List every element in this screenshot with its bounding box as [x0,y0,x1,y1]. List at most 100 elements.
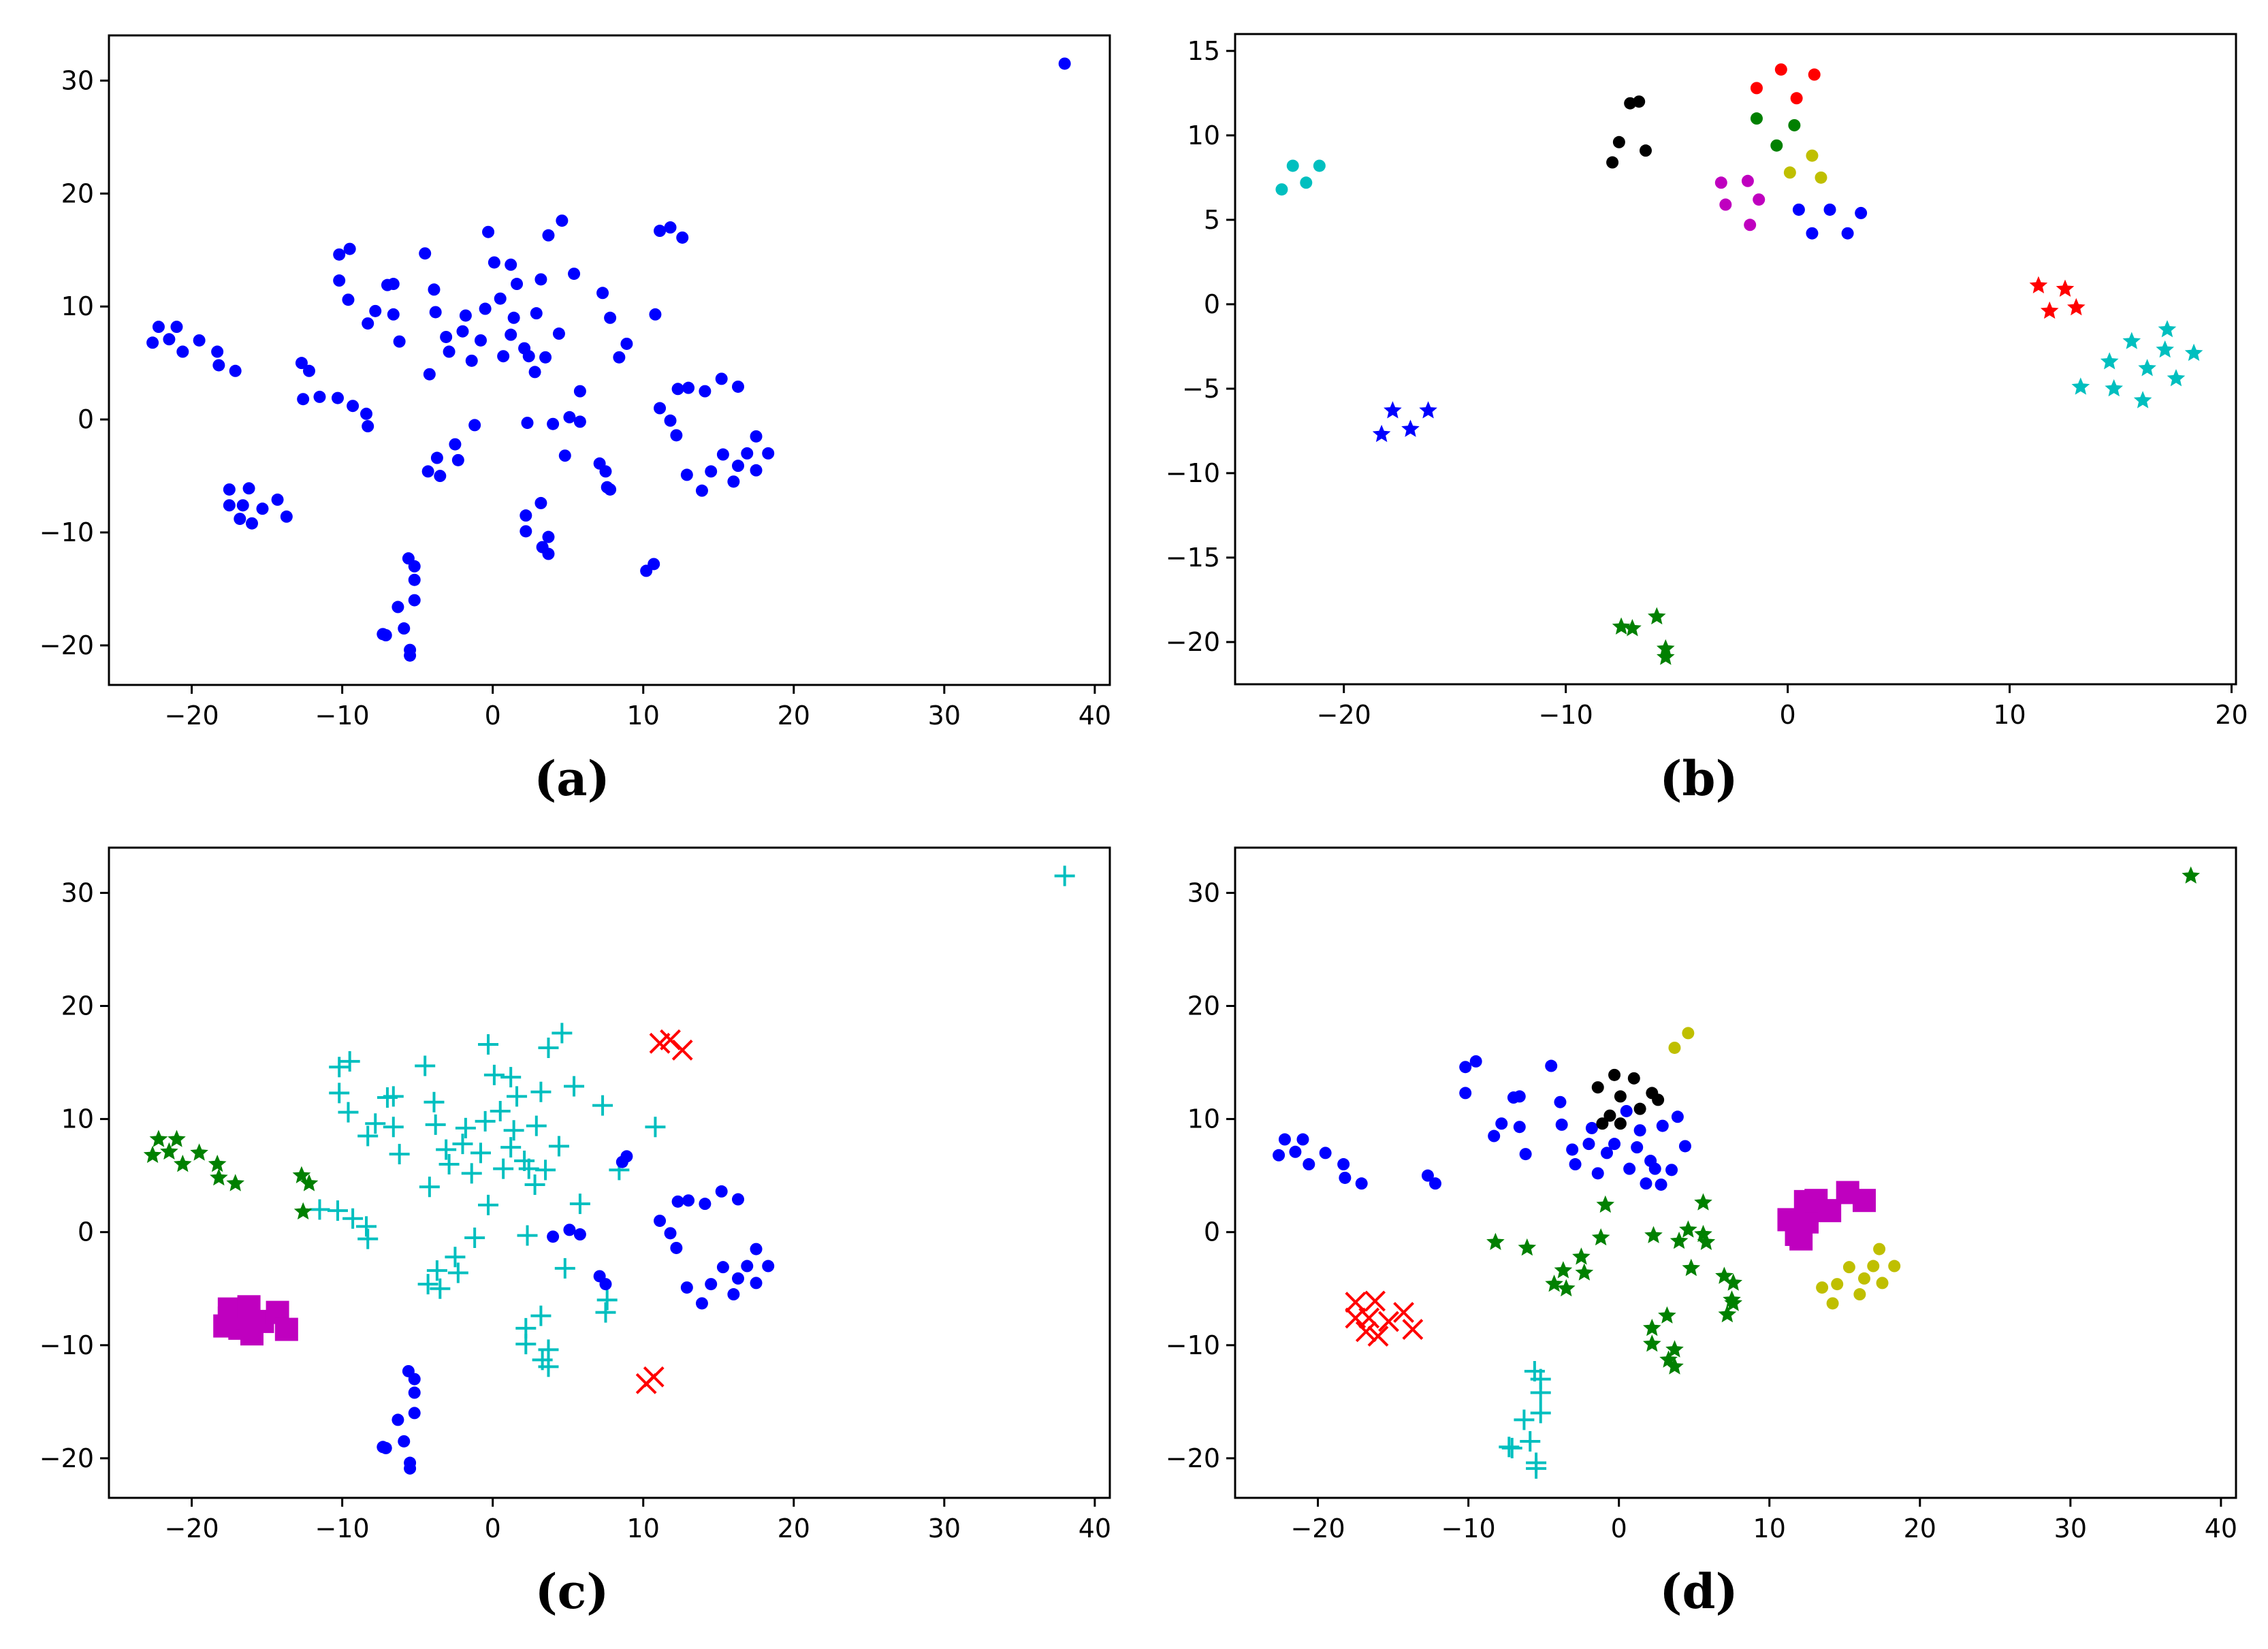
data-point [534,496,547,509]
data-point [2167,369,2186,387]
data-point [149,1130,168,1147]
data-point [1665,1164,1678,1176]
data-point [1855,206,1868,219]
data-point [271,493,284,506]
data-point [1753,193,1766,206]
data-point [392,601,404,613]
data-point [475,334,487,347]
x-tick-label: 0 [1780,700,1796,730]
data-point [1289,1145,1302,1158]
data-point [1842,1261,1855,1274]
data-point [421,465,434,478]
data-point [1275,183,1288,196]
data-point [599,465,612,478]
data-point [1300,176,1313,189]
data-point [716,448,729,461]
data-point [226,1174,244,1191]
y-tick-label: 10 [61,291,94,321]
data-point [1608,1068,1621,1081]
x-tick-label: 0 [485,701,501,731]
x-tick-label: 0 [485,1514,501,1543]
data-point [1554,1261,1573,1279]
data-point [1643,1318,1661,1336]
data-point [1668,1041,1681,1054]
data-point [461,1163,482,1184]
data-point [2029,276,2048,293]
series-blue-dots [377,1150,775,1475]
data-point [210,1168,228,1186]
data-point [1741,174,1754,187]
data-point [1671,1110,1684,1123]
data-point [295,357,308,370]
series-red-dots [1750,63,1821,105]
data-point [1831,1278,1844,1291]
data-point [530,1081,552,1102]
data-point [176,345,189,358]
data-point [517,1225,538,1246]
y-tick-label: −10 [1166,1330,1220,1360]
data-point [500,1137,522,1158]
data-point [1697,1232,1716,1250]
data-point [387,278,400,291]
data-point [750,1243,763,1255]
x-tick-label: −20 [164,701,219,731]
data-point [664,221,677,234]
data-point [1367,1326,1389,1347]
data-point [404,649,417,662]
series-blue-dots [1792,203,1868,240]
data-point [1643,1334,1661,1352]
data-point [682,381,695,394]
data-point [732,460,744,473]
data-point [1345,1292,1367,1313]
data-point [1591,1228,1610,1246]
data-point [1526,1458,1547,1479]
data-point [592,1095,613,1116]
data-point [599,1278,612,1291]
x-tick-label: 20 [778,701,810,731]
panel-caption-c: (c) [535,1563,609,1620]
data-point [1790,92,1803,105]
data-point [556,214,569,227]
series-green-dots [1750,112,1801,152]
data-point [573,415,586,428]
data-point [170,321,183,334]
y-tick-label: −20 [1166,1443,1220,1473]
data-point [1648,607,1666,625]
data-point [539,351,552,364]
y-tick-label: −10 [39,517,94,547]
data-point [146,336,159,349]
y-tick-label: 10 [61,1104,94,1134]
x-tick-label: 30 [928,1514,961,1543]
data-point [654,402,667,415]
data-point [1429,1177,1441,1190]
data-point [1557,1279,1576,1297]
data-point [449,438,462,451]
y-tick-label: 30 [61,878,94,908]
data-point [547,1230,560,1243]
data-point [470,1142,491,1164]
data-point [680,468,693,481]
data-point [568,268,581,281]
series-green-stars [143,1130,319,1220]
data-point [750,1277,763,1290]
data-point [2067,298,2086,316]
data-point [1792,203,1805,216]
panel-caption-d: (d) [1659,1563,1738,1620]
data-point [478,1194,499,1215]
data-point [408,594,421,607]
data-point [664,1227,677,1240]
data-point [292,1166,311,1183]
data-point [234,513,246,526]
data-point [1823,203,1836,216]
data-point [482,225,495,238]
data-point [1514,1409,1535,1430]
data-point [695,484,708,497]
data-point [1678,1140,1691,1153]
data-point [408,1407,421,1420]
data-point [1585,1121,1598,1134]
data-point [1750,112,1763,125]
data-point [2138,359,2156,377]
series-red-crosses [1345,1290,1424,1347]
x-tick-label: 40 [1079,701,1111,731]
data-point [530,307,543,320]
